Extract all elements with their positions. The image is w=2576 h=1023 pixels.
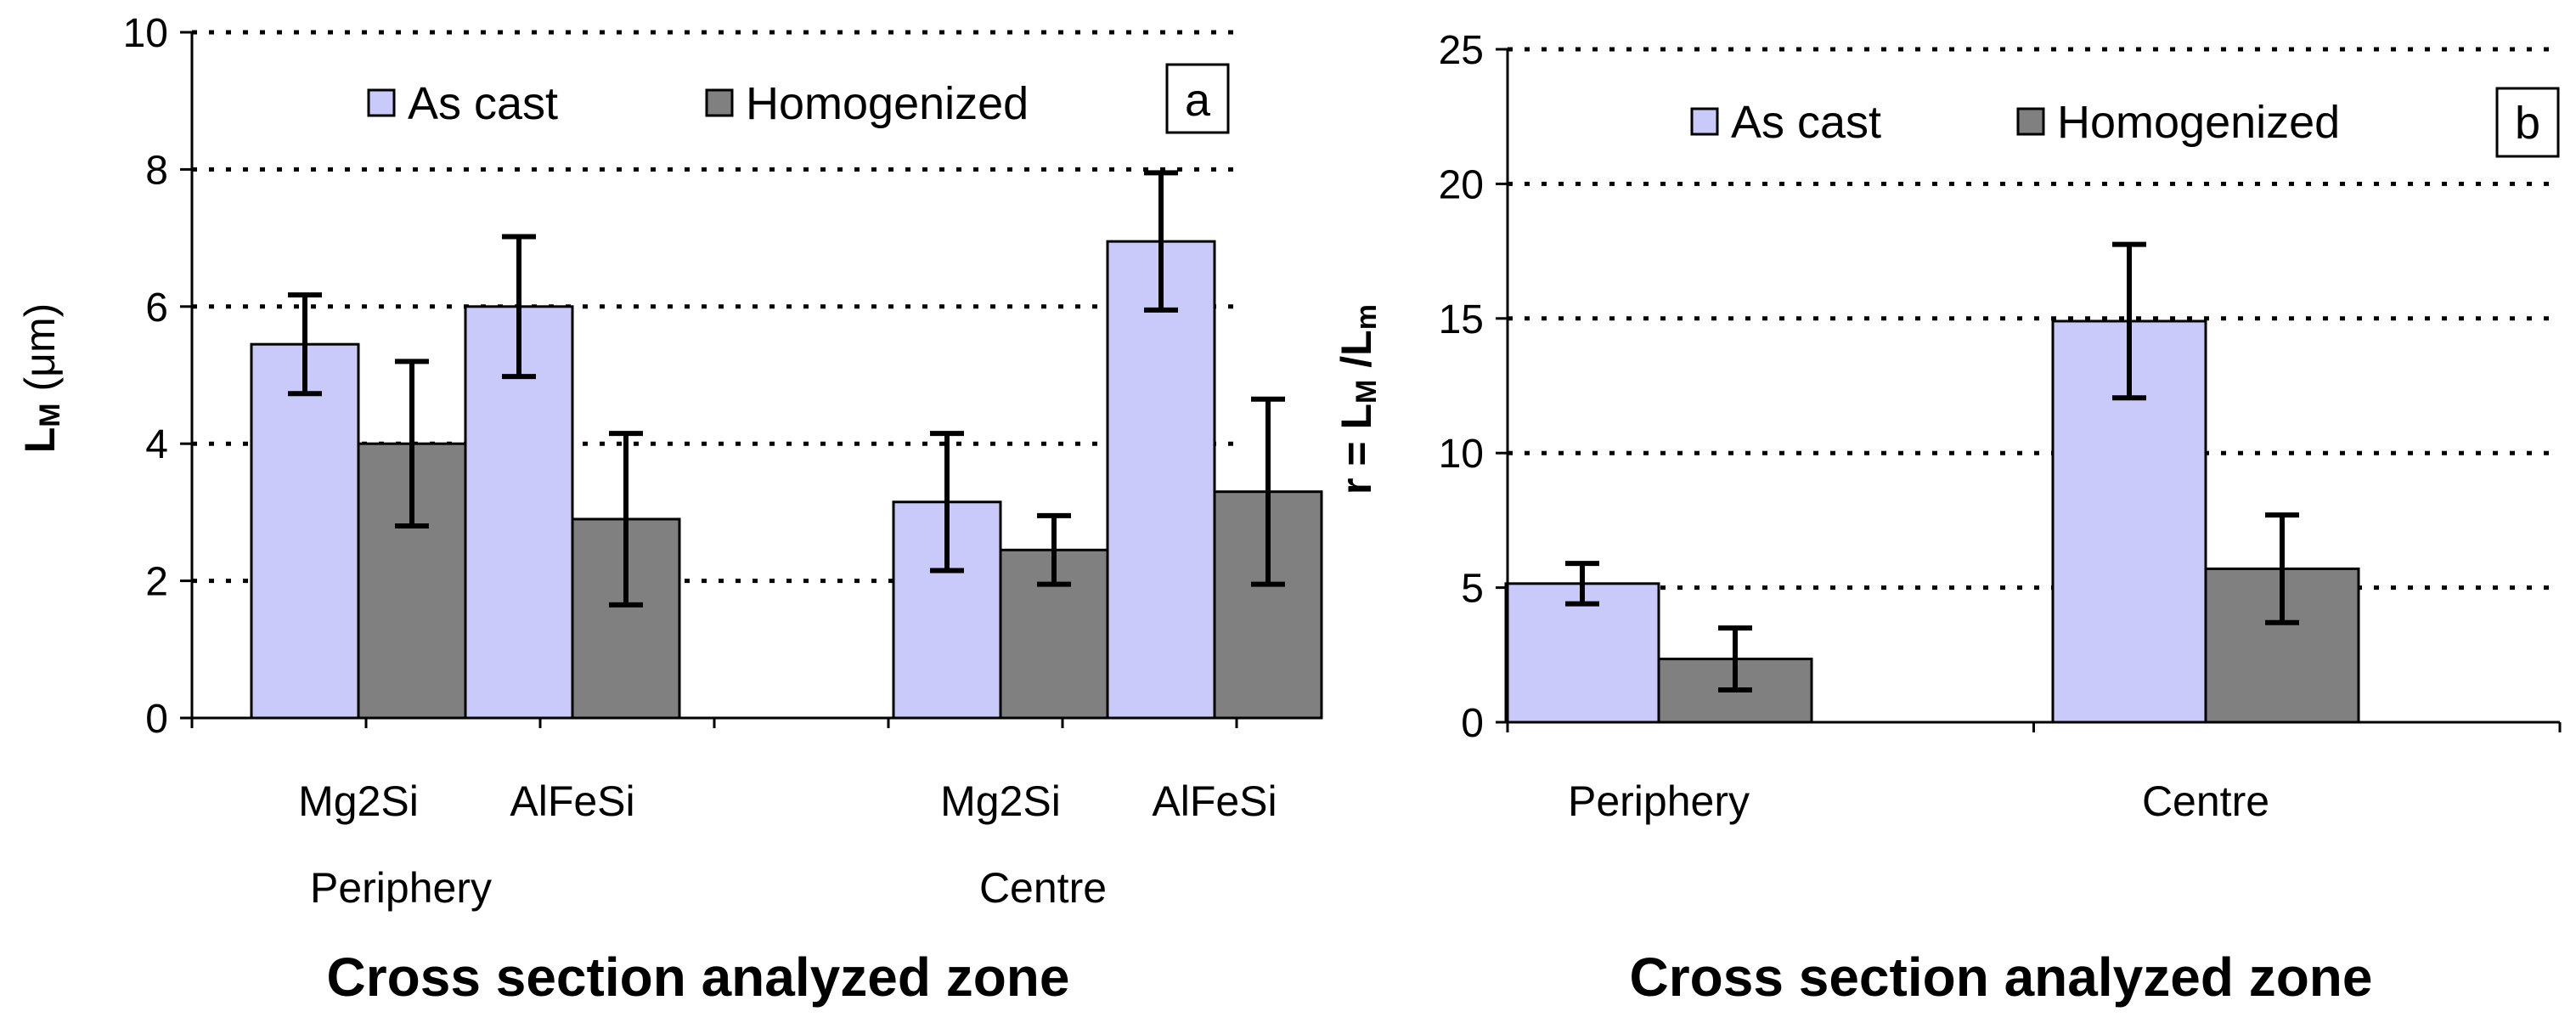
a-group-label: Periphery [310,864,492,912]
a-legend-label-as-cast: As cast [408,78,558,129]
a-legend-label-homogenized: Homogenized [746,78,1029,129]
b-y-tick-label: 15 [1439,297,1484,342]
a-y-tick-label: 0 [145,697,168,742]
b-panel-label-box [2495,87,2560,158]
a-y-tick-label: 8 [145,148,168,193]
b-group-label: Centre [2142,777,2269,825]
b-axes [1496,48,2562,732]
b-ylabel-mid: /L [1333,330,1380,379]
b-ylabel-main: r = L [1333,404,1380,495]
b-legend-swatch-as-cast [1690,107,1719,136]
b-y-tick-label: 25 [1439,28,1484,73]
a-category-label: Mg2Si [298,777,419,825]
b-legend-label-homogenized: Homogenized [2057,97,2340,148]
a-y-tick-label: 2 [145,560,168,605]
a-y-tick-label: 6 [145,285,168,331]
a-bar-as-cast-0 [250,342,360,720]
b-ylabel-sub: M [1350,380,1383,404]
b-y-tick-label: 10 [1439,432,1484,477]
a-panel-label-box [1165,63,1230,134]
chart-panel-a: 0 2 4 6 8 10 Mg2Si AlFeSi Periphery Mg2Si AlFeSi C… [16,11,1323,1008]
b-category-labels: Periphery Centre [1568,777,2269,825]
b-bar-as-cast-0 [1504,582,1660,724]
a-category-label: AlFeSi [1152,777,1277,825]
a-category-label: Mg2Si [940,777,1061,825]
b-legend-swatch-homogenized [2016,107,2045,136]
a-y-axis-title: LM (μm) [16,303,66,454]
a-legend-swatch-homogenized [705,88,734,117]
a-y-tick-label: 10 [123,11,168,56]
a-x-axis-title: Cross section analyzed zone [327,947,1070,1008]
a-panel-label: a [1185,75,1211,126]
a-y-tick-label: 4 [145,422,168,467]
a-group-label: Centre [979,864,1107,912]
b-y-tick-labels: 0 5 10 15 20 25 [1439,28,1484,746]
b-bars [1504,319,2360,724]
b-error-bars [1565,241,2299,692]
a-legend-swatch-as-cast [367,88,396,117]
a-bar-as-cast-3 [1106,240,1216,720]
chart-panel-b: 0 5 10 15 20 25 Periphery Centre As cast Homog… [1333,28,2562,1008]
b-y-tick-label: 0 [1461,701,1484,746]
b-panel-label: b [2515,98,2540,149]
a-y-tick-labels: 0 2 4 6 8 10 [123,11,168,742]
b-ylabel-sub2: m [1350,304,1383,330]
b-group-label: Periphery [1568,777,1750,825]
a-category-labels: Mg2Si AlFeSi Periphery Mg2Si AlFeSi Centre [298,777,1277,912]
b-legend-label-as-cast: As cast [1731,97,1881,148]
a-category-label: AlFeSi [510,777,634,825]
a-error-bars [288,170,1285,608]
a-axes [180,31,1238,728]
a-ylabel-sub: M [34,403,66,427]
b-x-axis-title: Cross section analyzed zone [1630,947,2373,1008]
b-y-axis-title: r = LM /Lm [1333,304,1383,495]
a-ylabel-main: L [16,427,64,454]
b-y-tick-label: 5 [1461,567,1484,612]
b-y-tick-label: 20 [1439,162,1484,207]
a-ylabel-unit: (μm) [16,303,64,404]
